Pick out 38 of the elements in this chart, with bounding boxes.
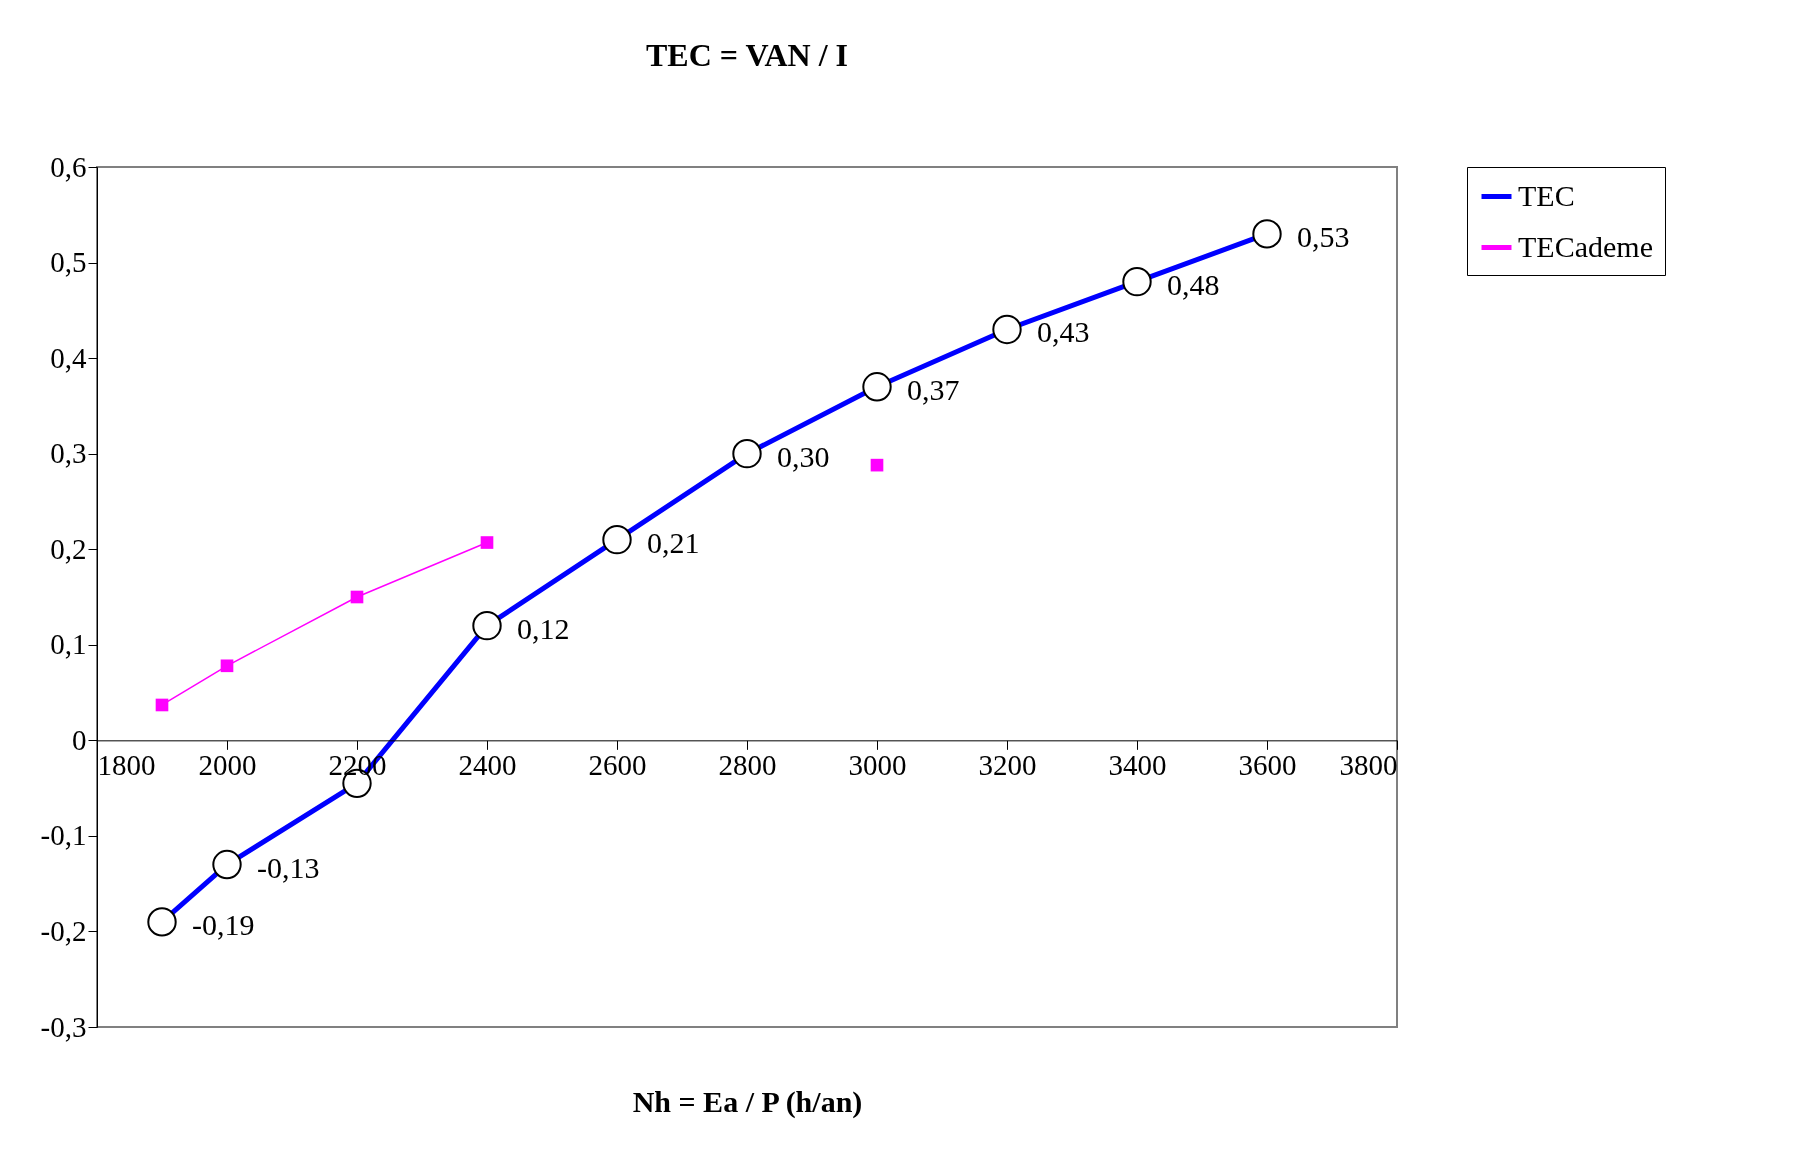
y-tick-label: 0,3 xyxy=(50,437,87,470)
point xyxy=(220,659,234,673)
data-label: 0,21 xyxy=(647,525,700,559)
x-tick-label: 3400 xyxy=(1108,748,1167,781)
data-label: 0,48 xyxy=(1167,267,1220,301)
legend-label: TECademe xyxy=(1518,229,1653,263)
data-label: 0,53 xyxy=(1297,219,1350,253)
x-tick-label: 2600 xyxy=(588,748,647,781)
y-tick-label: -0,2 xyxy=(40,914,87,947)
y-tick-label: -0,1 xyxy=(40,819,87,852)
data-label: -0,13 xyxy=(257,850,320,884)
y-tick-label: 0,1 xyxy=(50,628,87,661)
x-tick-label: 3800 xyxy=(1339,748,1398,781)
point xyxy=(480,536,494,549)
data-label: 0,43 xyxy=(1037,315,1090,349)
y-tick-label: 0 xyxy=(72,723,87,756)
y-tick-label: 0,5 xyxy=(50,246,87,279)
data-label: 0,37 xyxy=(907,372,960,406)
chart-title: TEC = VAN / I xyxy=(646,37,848,73)
x-tick-label: 2000 xyxy=(198,748,257,781)
data-label: 0,30 xyxy=(777,439,830,473)
legend-label: TEC xyxy=(1518,178,1575,212)
x-tick-label: 3000 xyxy=(848,748,907,781)
x-tick-label: 3200 xyxy=(978,748,1037,781)
data-label: 0,12 xyxy=(517,611,570,645)
x-tick-label: 1800 xyxy=(97,748,156,781)
y-tick-label: 0,2 xyxy=(50,532,87,565)
y-tick-label: 0,6 xyxy=(50,150,87,183)
x-tick-label: 3600 xyxy=(1238,748,1297,781)
x-tick-label: 2400 xyxy=(458,748,517,781)
point xyxy=(155,698,169,712)
y-tick-label: -0,3 xyxy=(40,1010,87,1043)
x-tick-label: 2800 xyxy=(718,748,777,781)
point xyxy=(350,590,364,604)
data-label: -0,19 xyxy=(192,907,255,941)
point xyxy=(870,458,884,472)
x-axis-title: Nh = Ea / P (h/an) xyxy=(632,1084,863,1119)
y-tick-label: 0,4 xyxy=(50,341,87,374)
